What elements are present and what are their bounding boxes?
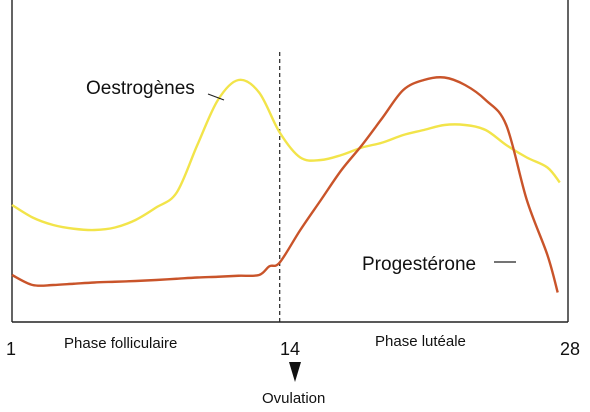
x-tick-14: 14 [280,339,300,359]
series-label-oestrogenes: Oestrogènes [86,78,195,99]
ovulation-arrow-icon [289,362,301,382]
x-tick-1: 1 [6,339,16,359]
x-tick-28: 28 [560,339,580,359]
phase-follicular-label: Phase folliculaire [64,335,177,352]
estrogen-label-dash [207,93,225,101]
phase-luteal-label: Phase lutéale [375,333,466,350]
series-line-progesterone [11,76,559,293]
series-line-oestrogenes [11,78,561,232]
ovulation-label: Ovulation [262,390,325,407]
series-label-progesterone: Progestérone [362,254,476,275]
